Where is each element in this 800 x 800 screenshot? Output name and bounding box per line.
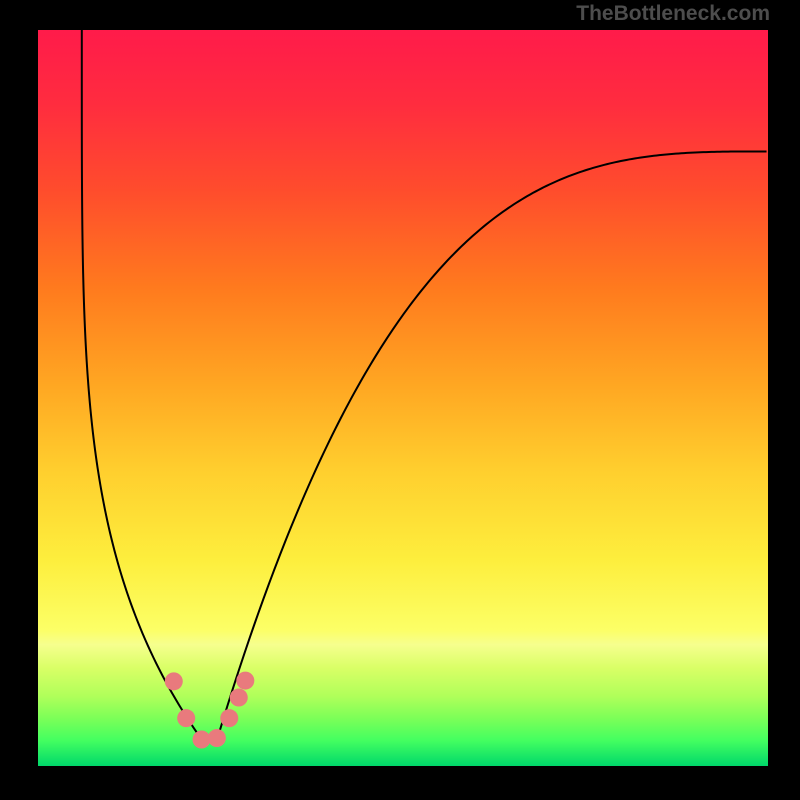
marker-dot [230,689,248,707]
curve-right-branch [217,151,767,740]
plot-area [38,30,768,766]
marker-dot [165,672,183,690]
watermark-text: TheBottleneck.com [576,2,770,26]
chart-svg [38,30,768,766]
marker-dot [208,729,226,747]
chart-container: TheBottleneck.com [0,0,800,800]
marker-dot [193,731,211,749]
curve-left-branch [82,30,202,740]
marker-dot [177,709,195,727]
marker-dot [220,709,238,727]
marker-dot [236,672,254,690]
